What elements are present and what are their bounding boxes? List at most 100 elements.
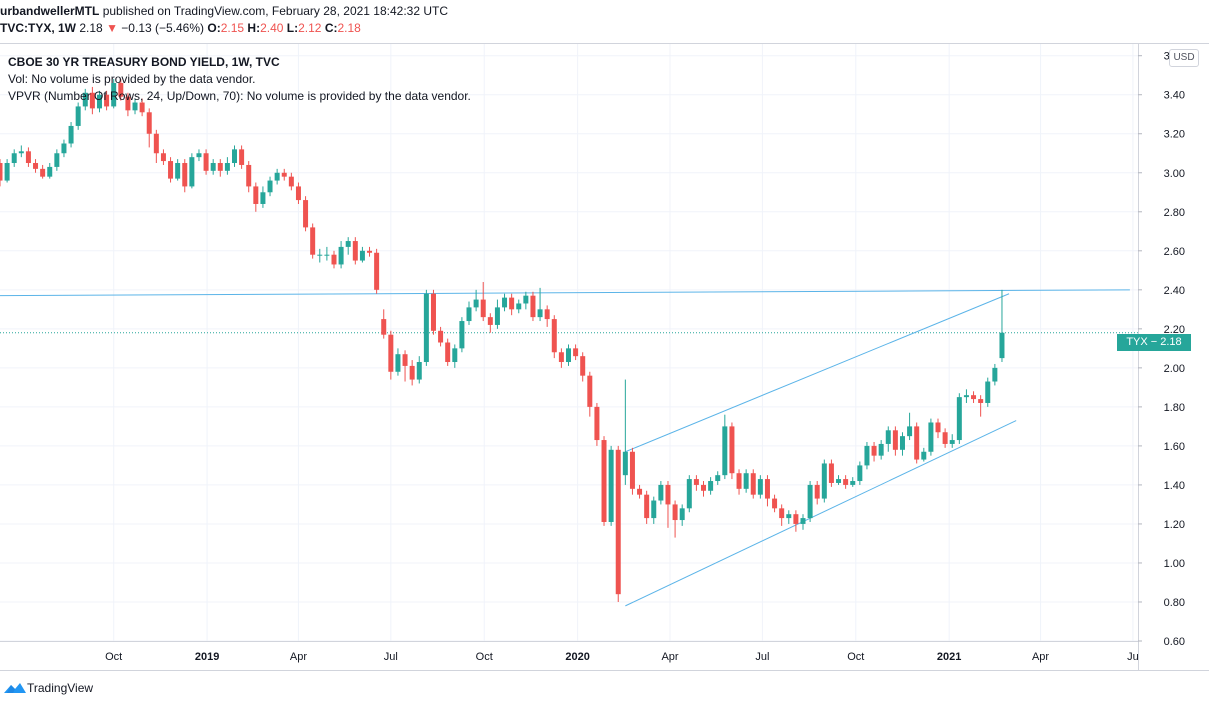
candle-up	[395, 354, 401, 372]
low-value: 2.12	[298, 21, 322, 35]
ohlc-line: TVC:TYX, 1W 2.18 ▼ −0.13 (−5.46%) O:2.15…	[0, 21, 361, 35]
candle-down	[587, 375, 593, 407]
candle-down	[160, 153, 166, 162]
candle-up	[985, 381, 991, 403]
x-tick-label: Oct	[476, 651, 493, 663]
candle-down	[764, 479, 770, 499]
candlestick-chart[interactable]: 3.603.403.203.002.802.602.402.202.001.80…	[0, 44, 1209, 670]
y-tick-label: 0.80	[1164, 597, 1185, 609]
candle-down	[409, 365, 415, 380]
candle-up	[651, 500, 657, 519]
y-tick-label: 1.60	[1164, 441, 1185, 453]
candle-up	[516, 303, 522, 310]
candle-up	[47, 166, 53, 177]
y-tick-label: 2.20	[1164, 324, 1185, 336]
candle-up	[537, 309, 543, 318]
candle-down	[295, 186, 301, 201]
candle-down	[25, 151, 31, 164]
candle-up	[75, 106, 81, 126]
y-tick-label: 2.80	[1164, 207, 1185, 219]
candle-down	[558, 352, 564, 363]
trendline-channel-upper	[625, 293, 1010, 453]
candle-down	[509, 297, 515, 310]
author-name[interactable]: urbandwellerMTL	[0, 4, 100, 18]
candle-down	[374, 252, 380, 290]
candle-down	[40, 168, 46, 177]
candle-up	[523, 295, 529, 304]
candle-down	[814, 484, 820, 499]
close-label: C:	[324, 21, 338, 35]
candle-down	[530, 295, 536, 318]
candle-up	[743, 473, 749, 489]
x-tick-label: 2021	[937, 651, 961, 663]
candle-up	[224, 163, 230, 171]
legend-vpvr: VPVR (Number Of Rows, 24, Up/Down, 70): …	[8, 89, 471, 103]
candle-up	[68, 125, 74, 144]
candle-up	[175, 163, 181, 179]
tradingview-brand[interactable]: TradingView	[27, 681, 94, 695]
candle-up	[864, 445, 870, 466]
currency-button[interactable]: USD	[1169, 49, 1199, 67]
candle-up	[686, 479, 692, 509]
tradingview-logo-icon[interactable]	[4, 680, 26, 694]
close-value: 2.18	[337, 21, 361, 35]
candle-down	[615, 449, 621, 595]
candle-down	[637, 488, 643, 495]
candle-up	[708, 481, 714, 491]
candle-up	[82, 92, 88, 107]
y-tick-label: 3.00	[1164, 168, 1185, 180]
candle-down	[445, 342, 451, 363]
candle-down	[310, 227, 316, 255]
x-tick-label: 2020	[565, 651, 589, 663]
trendline-channel-lower	[625, 420, 1017, 607]
last-price-tag: TYX − 2.18	[1117, 334, 1191, 351]
candle-up	[963, 395, 969, 398]
candle-up	[232, 149, 238, 164]
candle-up	[836, 479, 842, 483]
x-tick-label: Jul	[384, 651, 398, 663]
candle-down	[430, 293, 436, 331]
y-tick-label: 1.20	[1164, 519, 1185, 531]
candle-down	[402, 354, 408, 366]
candle-up	[821, 463, 827, 499]
candle-up	[786, 514, 792, 519]
y-tick-label: 2.00	[1164, 363, 1185, 375]
candle-up	[54, 153, 60, 167]
candle-down	[793, 514, 799, 524]
last-price: 2.18	[79, 21, 103, 35]
y-tick-label: 1.00	[1164, 558, 1185, 570]
candle-up	[907, 426, 913, 437]
candle-up	[96, 94, 102, 109]
chart-header: urbandwellerMTL published on TradingView…	[0, 0, 1209, 42]
candle-down	[239, 149, 245, 165]
candle-up	[921, 451, 927, 460]
y-tick-label: 0.60	[1164, 636, 1185, 648]
candle-down	[892, 430, 898, 450]
chart-pane[interactable]: 3.603.403.203.002.802.602.402.202.001.80…	[0, 43, 1209, 671]
candle-up	[260, 192, 266, 204]
candle-down	[217, 163, 223, 171]
candle-up	[494, 307, 500, 325]
candle-up	[466, 307, 472, 322]
candle-down	[203, 153, 209, 171]
candle-down	[253, 186, 259, 204]
candle-up	[715, 475, 721, 482]
candle-down	[168, 161, 174, 179]
candle-down	[551, 319, 557, 353]
x-tick-label: 2019	[195, 651, 219, 663]
candle-up	[850, 481, 856, 485]
y-tick-label: 2.60	[1164, 246, 1185, 258]
candle-up	[452, 348, 458, 363]
candle-down	[871, 445, 877, 456]
candle-up	[18, 151, 24, 154]
candle-down	[772, 498, 778, 509]
candle-up	[502, 297, 508, 308]
x-tick-label: Apr	[661, 651, 678, 663]
candle-up	[949, 440, 955, 444]
candle-up	[992, 367, 998, 382]
candle-up	[274, 172, 280, 181]
candle-down	[182, 163, 188, 187]
y-tick-label: 2.40	[1164, 285, 1185, 297]
candle-down	[601, 440, 607, 522]
candle-up	[722, 426, 728, 476]
